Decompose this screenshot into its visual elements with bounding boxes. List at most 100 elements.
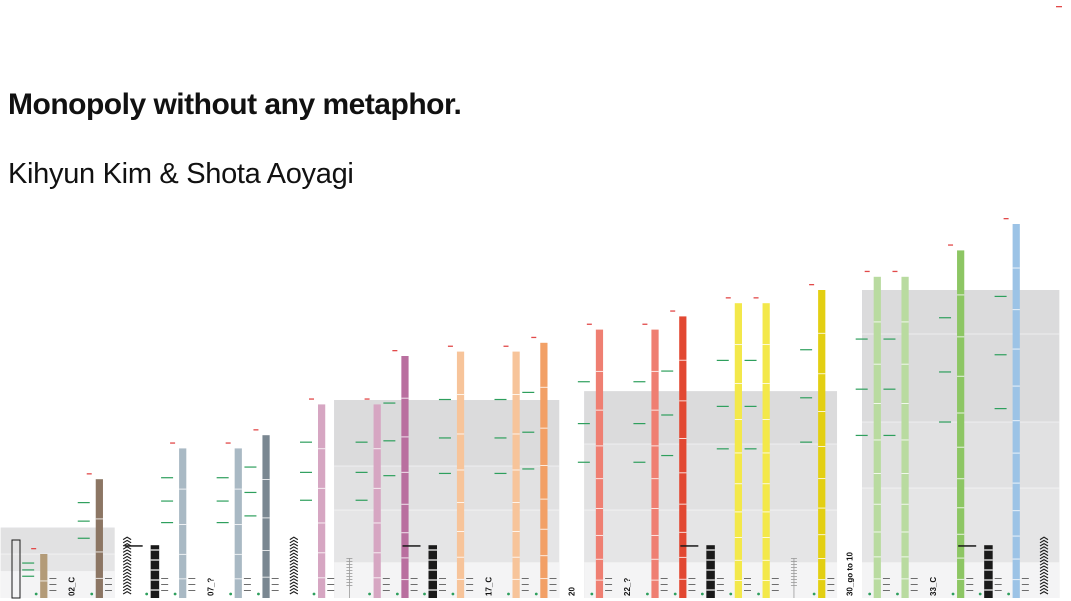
rent-marker — [22, 562, 35, 564]
bottom-tick — [188, 578, 196, 579]
bottom-tick — [188, 584, 196, 585]
chevron-mark — [289, 562, 299, 566]
bottom-tick — [49, 590, 57, 591]
band-tier — [334, 466, 560, 510]
bottom-tick — [327, 578, 335, 579]
square-bar — [651, 329, 659, 598]
rent-marker — [633, 381, 646, 383]
square-column — [1039, 536, 1049, 595]
rent-marker — [522, 431, 535, 433]
band-tier — [0, 554, 115, 572]
house-dot — [590, 592, 594, 596]
square-column — [744, 297, 779, 598]
chevron-mark — [1039, 578, 1049, 582]
bottom-tick — [439, 578, 447, 579]
rent-marker — [300, 441, 313, 443]
square-label: 33_C — [929, 577, 938, 596]
bottom-tick — [382, 584, 390, 585]
rent-marker — [883, 338, 896, 340]
bottom-tick — [771, 578, 779, 579]
chevron-mark — [1039, 552, 1049, 557]
chevron-mark — [289, 578, 299, 582]
square-column — [438, 345, 474, 598]
price-marker — [1003, 218, 1009, 220]
price-marker — [170, 442, 176, 444]
rent-marker — [939, 371, 952, 373]
price-marker — [586, 323, 592, 325]
bottom-tick — [743, 578, 751, 579]
band-base — [334, 562, 560, 598]
bottom-tick — [771, 584, 779, 585]
bottom-tick — [743, 584, 751, 585]
price-marker — [364, 398, 370, 400]
bottom-tick — [966, 584, 974, 585]
band-tier — [584, 391, 838, 444]
rent-marker — [800, 397, 813, 399]
price-marker — [642, 323, 648, 325]
rent-marker — [355, 499, 368, 501]
rent-marker — [661, 370, 674, 372]
bottom-tick — [771, 590, 779, 591]
bottom-tick — [327, 584, 335, 585]
square-column — [716, 297, 751, 598]
square-label: 22_? — [623, 578, 632, 596]
chevron-mark — [1039, 587, 1049, 592]
square-label: 30_go to 10 — [846, 551, 855, 596]
bottom-tick — [104, 578, 112, 579]
start-outline — [11, 539, 21, 599]
price-marker — [503, 345, 509, 347]
chevron-mark — [1039, 546, 1049, 550]
chevron-mark — [122, 536, 132, 541]
square-column — [633, 323, 668, 598]
square-bar — [957, 250, 965, 598]
rent-marker — [661, 454, 674, 457]
bottom-tick — [1021, 590, 1029, 591]
chevron-mark — [122, 584, 132, 589]
square-column — [244, 429, 279, 598]
square-bar — [95, 479, 103, 598]
rent-marker — [522, 391, 535, 393]
square-bar — [679, 316, 687, 598]
bottom-tick — [716, 590, 724, 591]
bottom-tick — [743, 590, 751, 591]
rent-marker — [883, 388, 896, 390]
chevron-mark — [1039, 590, 1049, 595]
chevron-mark — [122, 562, 132, 566]
bottom-tick — [271, 590, 279, 591]
rent-marker — [661, 414, 674, 416]
rent-marker — [939, 421, 952, 423]
bottom-tick — [49, 578, 57, 579]
square-column — [661, 310, 696, 598]
square-label: 07_? — [206, 578, 215, 596]
bottom-tick — [827, 584, 835, 585]
house-dot — [257, 592, 260, 596]
bottom-tick — [549, 590, 557, 591]
chevron-mark — [122, 587, 132, 592]
bottom-tick — [882, 578, 890, 579]
rent-marker — [300, 471, 313, 473]
square-label: 17_C — [484, 577, 493, 596]
bottom-tick — [605, 578, 613, 579]
house-dot — [757, 592, 760, 596]
bottom-tick — [827, 590, 835, 591]
bottom-tick — [104, 584, 112, 585]
square-bar — [318, 404, 326, 598]
rent-marker — [744, 359, 757, 362]
bottom-tick — [49, 584, 57, 585]
square-column — [994, 218, 1029, 598]
rent-marker — [994, 295, 1007, 298]
chevron-mark — [289, 565, 299, 569]
rent-marker — [855, 338, 868, 340]
station-marker — [680, 545, 699, 547]
rent-marker — [633, 461, 646, 463]
price-marker — [253, 429, 259, 431]
rent-marker — [716, 405, 729, 407]
house-dot — [673, 592, 677, 596]
square-labels: 02_C 07_? 17_C 20 22_? 30_go to 10 33_C — [68, 551, 938, 596]
house-dot — [978, 592, 982, 596]
rent-marker — [22, 569, 35, 571]
bottom-tick — [466, 584, 474, 585]
square-bar — [456, 351, 465, 598]
chevron-mark — [289, 552, 299, 557]
chevron-mark — [1039, 562, 1049, 566]
